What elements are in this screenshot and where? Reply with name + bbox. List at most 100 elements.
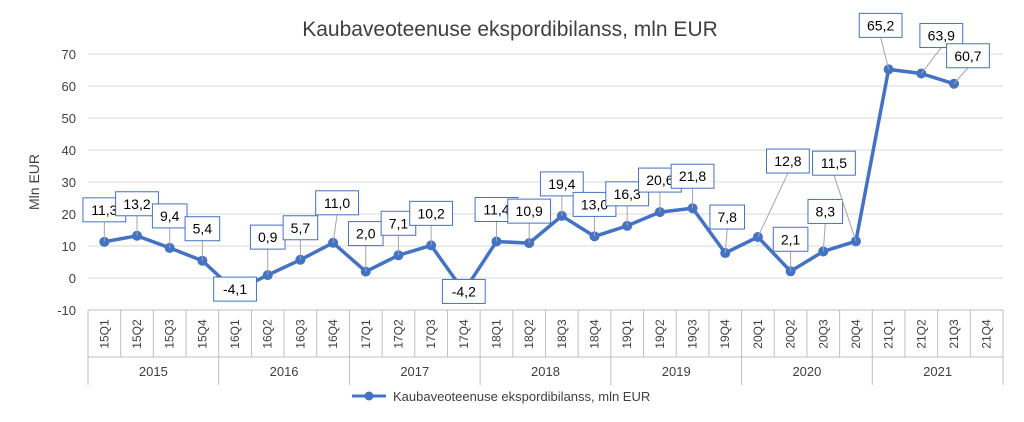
year-label: 2020 <box>792 364 821 379</box>
data-label-text: 16,3 <box>614 186 641 202</box>
data-label: 11,0 <box>315 190 359 243</box>
data-label: 19,4 <box>539 171 584 216</box>
label-box <box>812 150 856 176</box>
x-tick-label: 16Q3 <box>293 319 307 349</box>
x-tick-label: 21Q2 <box>914 319 928 349</box>
label-box <box>507 198 552 224</box>
chart-title: Kaubaveoteenuse ekspordibilanss, mln EUR <box>302 18 718 41</box>
label-box <box>213 276 257 302</box>
data-label: -4,1 <box>213 276 257 302</box>
label-box <box>807 198 844 224</box>
label-box <box>858 12 903 38</box>
year-label: 2016 <box>270 364 299 379</box>
x-tick-label: 15Q3 <box>163 319 177 349</box>
label-box <box>184 216 221 242</box>
x-tick-label: 16Q1 <box>228 319 242 349</box>
year-label: 2018 <box>531 364 560 379</box>
x-tick-label: 21Q4 <box>980 319 994 349</box>
data-label: 21,8 <box>670 163 715 209</box>
legend-marker <box>364 391 374 401</box>
label-leader-line <box>953 67 969 85</box>
data-label: 2,1 <box>772 226 809 272</box>
year-label: 2017 <box>400 364 429 379</box>
data-label-text: 10,2 <box>418 205 445 221</box>
label-box <box>766 148 810 174</box>
x-tick-label: 17Q3 <box>424 319 438 349</box>
data-label-text: 11,0 <box>324 195 350 211</box>
data-label-text: 0,9 <box>258 229 278 245</box>
label-leader-line <box>724 228 728 254</box>
x-tick-label: 16Q4 <box>326 319 340 349</box>
label-box <box>315 190 359 216</box>
data-label-text: 13,2 <box>123 196 150 212</box>
x-tick-label: 19Q1 <box>620 319 634 349</box>
data-label-text: 12,8 <box>774 153 801 169</box>
x-tick-label: 17Q4 <box>457 319 471 349</box>
data-label-text: 20,6 <box>646 172 673 188</box>
series-line <box>99 64 959 297</box>
data-label: 7,8 <box>709 204 746 254</box>
data-label-text: 10,9 <box>516 203 543 219</box>
data-label-text: 8,3 <box>816 203 836 219</box>
x-tick-label: 20Q1 <box>751 319 765 349</box>
data-label: -4,2 <box>441 278 486 304</box>
data-label-text: 11,4 <box>483 202 509 218</box>
data-label-text: 2,0 <box>356 226 376 242</box>
x-tick-label: 21Q3 <box>947 319 961 349</box>
data-label: 10,9 <box>507 198 552 244</box>
data-label-text: 9,4 <box>160 208 180 224</box>
year-label: 2015 <box>139 364 168 379</box>
y-tick-label: 60 <box>62 79 76 94</box>
label-box <box>409 200 454 226</box>
year-label: 2019 <box>662 364 691 379</box>
data-label: 10,2 <box>409 200 454 246</box>
x-tick-label: 19Q4 <box>718 319 732 349</box>
data-label-text: 65,2 <box>867 17 894 33</box>
y-axis-label: Mln EUR <box>26 154 42 210</box>
y-tick-label: 30 <box>62 175 76 190</box>
data-label-text: 13,0 <box>581 196 608 212</box>
x-axis: 15Q1 15Q2 15Q3 15Q4 16Q1 16Q2 16Q3 16Q4 17Q1 17Q2… <box>87 309 1004 385</box>
legend-label: Kaubaveoteenuse ekspordibilanss, mln EUR <box>393 389 650 404</box>
label-leader-line <box>822 223 826 252</box>
x-tick-label: 19Q2 <box>653 319 667 349</box>
data-label-text: 7,1 <box>389 215 409 231</box>
label-box <box>441 278 486 304</box>
y-tick-label: -10 <box>57 303 76 318</box>
label-box <box>946 43 990 69</box>
data-label-text: 5,4 <box>193 221 213 237</box>
x-tick-label: 15Q4 <box>195 319 209 349</box>
data-label-text: -4,2 <box>452 283 476 299</box>
y-tick-label: 50 <box>62 111 76 126</box>
data-label-text: 5,7 <box>291 220 311 236</box>
data-label: 8,3 <box>807 198 844 252</box>
data-label: 5,7 <box>282 215 319 260</box>
data-label: 12,8 <box>757 148 810 238</box>
x-tick-label: 18Q2 <box>522 319 536 349</box>
data-labels: 11,3 13,2 9,4 5,4 -4,1 0,9 5,7 11,0 2,0 7,1 10,2 -4… <box>82 12 990 304</box>
x-tick-label: 18Q4 <box>588 319 602 349</box>
label-leader-line <box>880 37 890 70</box>
x-tick-label: 15Q1 <box>97 319 111 349</box>
x-tick-label: 17Q1 <box>359 319 373 349</box>
x-tick-label: 18Q3 <box>555 319 569 349</box>
data-label: 60,7 <box>946 43 990 85</box>
data-label: 11,5 <box>812 150 857 242</box>
data-label-text: 60,7 <box>954 48 981 64</box>
data-label-text: 19,4 <box>548 176 575 192</box>
data-label: 13,2 <box>115 191 159 236</box>
data-label: 65,2 <box>858 12 903 70</box>
data-label: 0,9 <box>249 224 286 276</box>
x-tick-label: 19Q3 <box>686 319 700 349</box>
y-tick-label: 70 <box>62 47 76 62</box>
x-tick-label: 17Q2 <box>391 319 405 349</box>
x-tick-label: 21Q1 <box>882 319 896 349</box>
year-label: 2021 <box>923 364 952 379</box>
data-label-text: 7,8 <box>717 209 737 225</box>
label-box <box>151 203 188 229</box>
x-tick-label: 20Q4 <box>849 319 863 349</box>
data-label: 5,4 <box>184 216 221 261</box>
data-label-text: 21,8 <box>679 168 706 184</box>
data-label: 13,0 <box>572 191 617 237</box>
